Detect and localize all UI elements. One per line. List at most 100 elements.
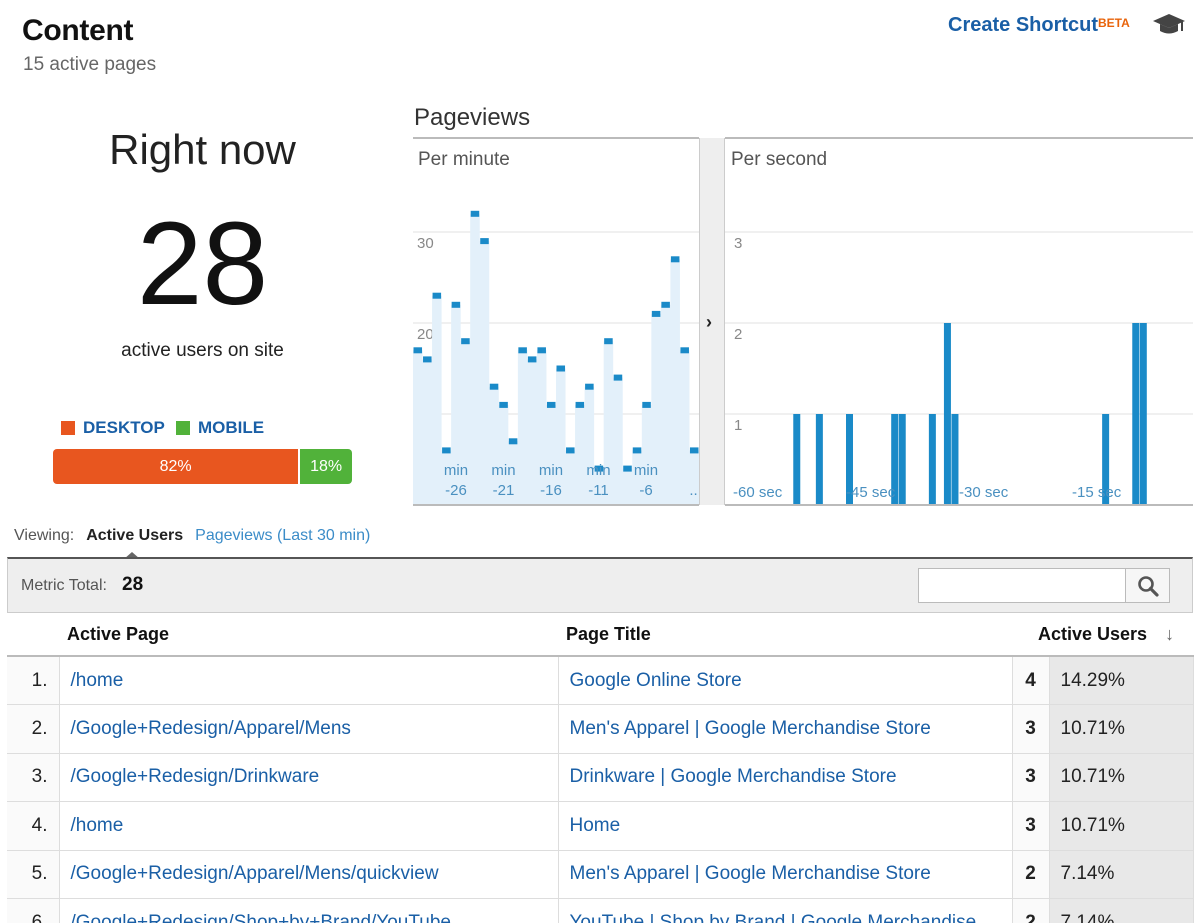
per-minute-bar xyxy=(480,238,489,245)
chart-toggle[interactable]: › xyxy=(699,138,725,505)
active-page-link[interactable]: /Google+Redesign/Shop+by+Brand/YouTube xyxy=(59,898,559,923)
per-minute-area xyxy=(413,213,699,504)
per-minute-bar xyxy=(642,401,651,408)
active-users-count-cell: 2 xyxy=(1012,850,1050,899)
viewing-label: Viewing: xyxy=(14,527,75,544)
x-tick-label: min xyxy=(539,462,563,479)
beta-badge: BETA xyxy=(1098,16,1130,30)
table-row: 1./home Google Online Store 4 14.29% xyxy=(7,656,1194,705)
column-active-users-label[interactable]: Active Users xyxy=(1038,623,1148,644)
search-icon[interactable] xyxy=(1137,575,1159,597)
per-minute-bar xyxy=(585,383,594,390)
row-index: 3. xyxy=(7,753,60,802)
page-title-link[interactable]: Home xyxy=(558,801,1013,851)
active-page-link[interactable]: /Google+Redesign/Apparel/Mens xyxy=(59,704,559,754)
active-users-percent-cell: 7.14% xyxy=(1049,898,1194,923)
per-minute-bar xyxy=(556,365,566,372)
chevron-right-icon[interactable]: › xyxy=(706,312,712,332)
x-tick-label: -15 sec xyxy=(1072,484,1122,501)
per-minute-panel: Per minute 102030min-26min-21min-16min-1… xyxy=(413,137,699,506)
per-minute-bar xyxy=(661,301,670,308)
table-header-row: Active Page Page Title Active Users ↓ xyxy=(7,613,1194,657)
per-second-bar xyxy=(1139,323,1147,504)
x-tick-label: -11 xyxy=(588,482,609,499)
search-input[interactable] xyxy=(918,568,1126,603)
active-pages-table: Active Page Page Title Active Users ↓ 1. /… xyxy=(7,613,1194,923)
table-row: 3./Google+Redesign/Drinkware Drinkware | … xyxy=(7,753,1194,802)
active-users-count-cell: 4 xyxy=(1012,656,1050,705)
search-button[interactable] xyxy=(1125,568,1170,603)
per-minute-bar xyxy=(470,210,480,217)
per-minute-bar xyxy=(423,356,432,363)
metric-toolbar: Metric Total: 28 xyxy=(7,557,1193,613)
page-title-link[interactable]: Drinkware | Google Merchandise Store xyxy=(558,753,1013,802)
create-shortcut-link[interactable]: Create Shortcut xyxy=(948,14,1099,36)
active-page-link[interactable]: /Google+Redesign/Apparel/Mens/quickview xyxy=(59,850,559,899)
per-second-bar xyxy=(951,414,959,504)
active-users-percent-cell: 10.71% xyxy=(1049,704,1194,754)
pageviews-title: Pageviews xyxy=(414,104,531,131)
legend-mobile-label: MOBILE xyxy=(198,418,265,437)
per-minute-bar xyxy=(613,374,623,381)
page-title-link[interactable]: Men's Apparel | Google Merchandise Store xyxy=(558,850,1013,899)
per-minute-bar xyxy=(451,301,461,308)
per-second-title: Per second xyxy=(731,149,828,170)
per-minute-bar xyxy=(546,401,556,408)
per-second-bar xyxy=(1132,323,1140,504)
active-page-link[interactable]: /home xyxy=(59,801,559,851)
per-minute-bar xyxy=(413,347,423,354)
x-tick-label: .. xyxy=(689,482,697,499)
active-users-count: 28 xyxy=(136,198,269,330)
active-users-percent-cell: 7.14% xyxy=(1049,850,1194,899)
viewing-tabs: Viewing: Active Users Pageviews (Last 30… xyxy=(14,527,371,559)
active-users-count-cell: 2 xyxy=(1012,898,1050,923)
row-index: 5. xyxy=(7,850,60,899)
table-row: 6./Google+Redesign/Shop+by+Brand/YouTube… xyxy=(7,898,1194,923)
x-tick-label: -26 xyxy=(445,482,467,499)
tab-active-users[interactable]: Active Users xyxy=(86,527,184,559)
page-title: Content xyxy=(22,14,134,47)
per-minute-bar xyxy=(594,465,604,472)
row-index: 4. xyxy=(7,801,60,851)
per-minute-bar xyxy=(489,383,499,390)
active-users-percent-cell: 14.29% xyxy=(1049,656,1194,705)
x-tick-label: -16 xyxy=(540,482,562,499)
y-tick-label: 1 xyxy=(734,417,742,434)
per-minute-bar xyxy=(689,447,699,454)
page-title-link[interactable]: Google Online Store xyxy=(558,656,1013,705)
row-index: 1. xyxy=(7,656,60,705)
per-minute-bar xyxy=(518,347,527,354)
x-tick-label: min xyxy=(586,462,610,479)
active-pages-count: 15 active pages xyxy=(23,54,157,75)
per-minute-bar xyxy=(566,447,575,454)
active-page-link[interactable]: /Google+Redesign/Drinkware xyxy=(59,753,559,802)
tab-pageviews[interactable]: Pageviews (Last 30 min) xyxy=(195,527,371,544)
desktop-share-segment: 82% xyxy=(53,449,299,484)
per-minute-bar xyxy=(537,347,546,354)
x-tick-label: min xyxy=(491,462,515,479)
active-users-count-cell: 3 xyxy=(1012,753,1050,802)
legend-desktop: DESKTOP xyxy=(61,418,165,438)
per-minute-title: Per minute xyxy=(418,149,510,170)
column-active-page[interactable]: Active Page xyxy=(59,613,558,657)
device-share-bar: 82% 18% xyxy=(53,449,352,484)
table-row: 5./Google+Redesign/Apparel/Mens/quickvie… xyxy=(7,850,1194,899)
y-tick-label: 2 xyxy=(734,326,742,343)
active-users-percent-cell: 10.71% xyxy=(1049,753,1194,802)
column-page-title[interactable]: Page Title xyxy=(558,613,1012,657)
per-second-bar xyxy=(846,414,853,504)
graduation-cap-icon[interactable] xyxy=(1152,9,1186,37)
arrow-down-icon[interactable]: ↓ xyxy=(1165,623,1175,644)
active-page-link[interactable]: /home xyxy=(59,656,559,705)
x-tick-label: -6 xyxy=(639,482,652,499)
mobile-swatch xyxy=(176,421,190,435)
page-title-link[interactable]: Men's Apparel | Google Merchandise Store xyxy=(558,704,1013,754)
active-users-label: active users on site xyxy=(121,340,284,361)
desktop-swatch xyxy=(61,421,75,435)
x-tick-label: -45 sec xyxy=(846,484,896,501)
column-active-users[interactable]: Active Users ↓ xyxy=(1012,613,1194,657)
per-minute-bar xyxy=(499,401,508,408)
per-second-bar xyxy=(793,414,801,504)
page-title-link[interactable]: YouTube | Shop by Brand | Google Merchan… xyxy=(558,898,1013,923)
